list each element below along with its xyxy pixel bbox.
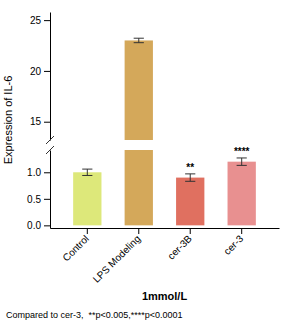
- y-tick: 15: [30, 116, 50, 127]
- y-tick-mark: [44, 20, 50, 21]
- y-tick-mark: [44, 71, 50, 72]
- x-tick: LPS Modeling: [91, 228, 143, 285]
- error-bar-cap: [185, 173, 195, 174]
- error-bar-stem: [190, 174, 191, 181]
- x-tick-mark: [190, 228, 191, 234]
- x-tick-label: LPS Modeling: [91, 233, 143, 285]
- y-axis-line: [50, 13, 51, 141]
- y-tick-label: 1.0: [27, 167, 41, 178]
- y-tick-mark: [44, 122, 50, 123]
- y-tick-label: 20: [30, 66, 42, 77]
- error-bar-stem: [87, 169, 88, 175]
- y-axis-bottom: 0.0 0.5 1.0: [27, 151, 50, 232]
- y-tick: 20: [30, 66, 50, 77]
- x-axis-line: [51, 228, 280, 229]
- y-tick-mark: [44, 199, 50, 200]
- bar: [125, 40, 153, 140]
- y-tick: 0.5: [27, 194, 50, 205]
- y-axis-line: [50, 151, 51, 229]
- error-bar-cap: [82, 169, 92, 170]
- y-tick-label: 0.5: [27, 194, 41, 205]
- error-bar-stem: [138, 38, 139, 42]
- significance-label: **: [186, 162, 194, 173]
- x-tick-label: Control: [60, 233, 91, 264]
- plot-area-bottom: [73, 150, 256, 225]
- y-tick: 1.0: [27, 167, 50, 178]
- x-tick: cer-3B: [165, 228, 194, 262]
- x-tick-mark: [241, 228, 242, 234]
- error-bar: [82, 169, 92, 175]
- error-bar: [134, 38, 144, 42]
- error-bar-stem: [241, 158, 242, 165]
- y-axis-top: 15 20 25: [30, 13, 51, 141]
- y-axis-title: Expression of IL-6: [2, 76, 14, 165]
- x-tick: cer-3: [222, 228, 246, 257]
- y-tick-label: 15: [30, 116, 42, 127]
- y-tick-label: 25: [30, 15, 42, 26]
- error-bar-cap: [237, 165, 247, 166]
- footnote: Compared to cer-3, **p<0.005,****p<0.000…: [6, 310, 183, 320]
- y-tick-mark: [44, 172, 50, 173]
- x-tick: Control: [60, 228, 91, 264]
- significance-label: ****: [234, 146, 250, 157]
- error-bar-cap: [134, 42, 144, 43]
- error-bar: [237, 158, 247, 165]
- bar: [176, 178, 204, 226]
- bar: [125, 150, 153, 225]
- x-axis: ControlLPS Modeling cer-3B cer-3: [51, 228, 280, 285]
- y-tick: 25: [30, 15, 50, 26]
- error-bar: [185, 174, 195, 181]
- y-tick-label: 0.0: [27, 220, 41, 231]
- x-tick-label: cer-3: [222, 233, 246, 257]
- bar: [73, 172, 101, 225]
- error-bar-cap: [82, 175, 92, 176]
- axis-break: [46, 136, 54, 144]
- y-tick-mark: [44, 225, 50, 226]
- plot-area-top: [73, 38, 256, 140]
- error-bar-cap: [185, 181, 195, 182]
- chart: 15 20 25 0.0 0.5 1.0 ControlLPS Modeling cer-3B…: [0, 0, 289, 328]
- error-bar-cap: [237, 157, 247, 158]
- x-tick-mark: [138, 228, 139, 234]
- axis-break: [46, 146, 54, 154]
- y-tick: 0.0: [27, 220, 50, 231]
- x-tick-label: cer-3B: [165, 233, 194, 262]
- x-axis-title: 1mmol/L: [142, 290, 188, 302]
- error-bar-cap: [134, 38, 144, 39]
- x-tick-mark: [87, 228, 88, 234]
- bar: [228, 162, 256, 226]
